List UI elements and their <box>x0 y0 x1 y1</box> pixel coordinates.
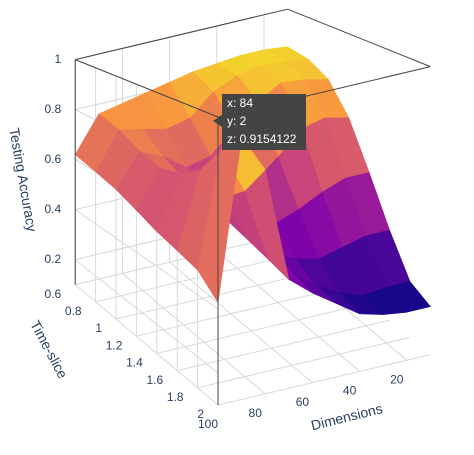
y-grid-line <box>156 302 370 354</box>
z-tick-label: 0.2 <box>45 252 62 266</box>
tooltip-z: z: 0.9154122 <box>227 132 297 146</box>
x-tick-label: 60 <box>296 395 310 409</box>
tooltip-pointer <box>213 115 222 127</box>
surface <box>74 46 431 315</box>
y-tick-label: 1.8 <box>167 390 184 404</box>
y-tick-label: 1.4 <box>126 356 143 370</box>
z-grid-line <box>74 209 219 310</box>
z-tick-label: 1 <box>55 52 62 66</box>
y-tick-label: 1 <box>95 321 102 335</box>
box-edge <box>75 8 288 61</box>
x-tick-label: 20 <box>390 372 404 386</box>
y-grid-line <box>177 319 390 372</box>
y-grid-line <box>136 285 349 337</box>
z-grid-line <box>74 259 219 374</box>
y-tick-label: 0.8 <box>65 304 82 318</box>
x-axis-title: Dimensions <box>309 400 384 433</box>
tooltip-box <box>222 94 306 150</box>
x-tick-label: 100 <box>198 417 218 431</box>
y-axis-title: Time-slice <box>27 318 71 382</box>
y-tick-label: 1.6 <box>147 373 164 387</box>
x-tick-label: 40 <box>343 384 357 398</box>
hover-tooltip: x: 84 y: 2 z: 0.9154122 <box>213 94 306 150</box>
y-tick-label: 2 <box>197 407 204 421</box>
y-tick-label: 1.2 <box>106 338 123 352</box>
x-tick-label: 80 <box>249 406 263 420</box>
z-axis-title: Testing Accuracy <box>6 127 40 233</box>
y-tick-label: 0.6 <box>45 287 62 301</box>
z-tick-label: 0.8 <box>45 102 62 116</box>
tooltip-x: x: 84 <box>227 96 253 110</box>
y-grid-line <box>197 336 411 389</box>
x-grid-line <box>216 250 360 372</box>
x-grid-line <box>169 261 313 383</box>
z-tick-label: 0.6 <box>45 152 62 166</box>
box-edge <box>75 59 219 118</box>
tooltip-y: y: 2 <box>227 114 247 128</box>
x-grid-line <box>122 273 266 395</box>
box-edge <box>287 8 431 68</box>
y-grid-line <box>217 354 431 406</box>
x-grid-line <box>74 284 219 406</box>
z-tick-label: 0.4 <box>45 202 62 216</box>
